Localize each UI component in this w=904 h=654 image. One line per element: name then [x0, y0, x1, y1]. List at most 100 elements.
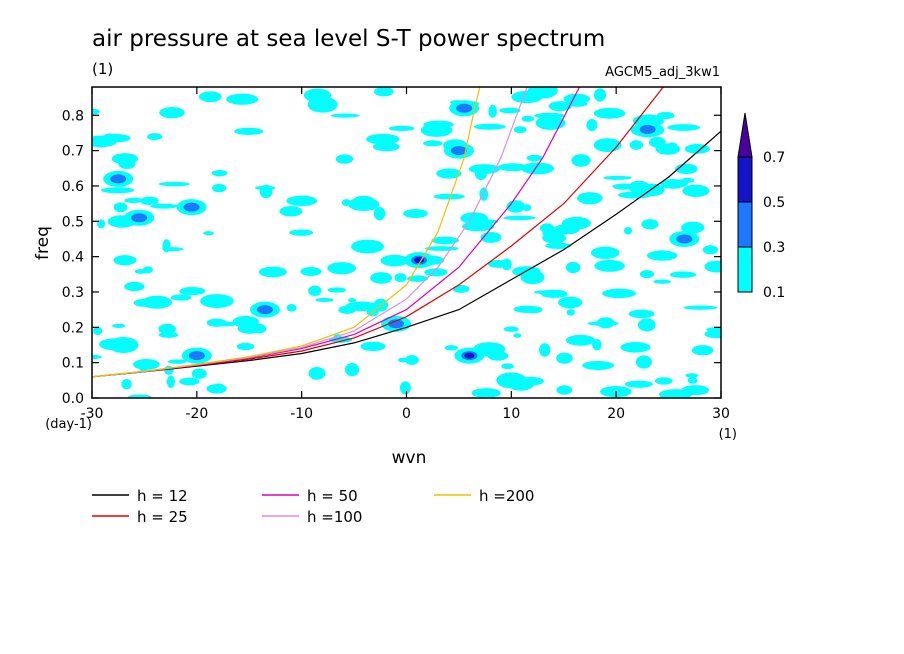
x-tick-label: 20 [607, 406, 625, 422]
chart-title: air pressure at sea level S-T power spec… [92, 26, 605, 52]
contour-patch [308, 285, 322, 297]
contour-patch [676, 179, 689, 187]
contour-patch [654, 377, 673, 385]
contour-patch [635, 355, 652, 369]
contour-blob [108, 336, 139, 353]
contour-patch [226, 93, 259, 105]
contour-patch [637, 318, 656, 332]
contour-patch [140, 196, 159, 206]
contour-blob-core [639, 124, 656, 134]
contour-patch [594, 259, 625, 272]
contour-patch [648, 136, 666, 148]
y-tick-label: 0.4 [62, 250, 84, 266]
contour-blob-core [131, 213, 148, 223]
contour-patch [308, 366, 326, 380]
contour-patch [539, 343, 551, 357]
contour-patch [348, 197, 380, 211]
contour-patch [121, 379, 132, 390]
contour-patch [398, 357, 408, 363]
colorbar: 0.1 0.3 0.5 0.7 [737, 112, 785, 301]
legend-label: h =100 [307, 508, 362, 526]
contour-patch [556, 352, 573, 364]
contour-blob-peak [464, 352, 475, 359]
y-unit-label: (day-1) [45, 417, 92, 432]
x-axis: -30 -20 -10 0 10 20 30 [81, 87, 730, 422]
contour-patch [436, 168, 462, 179]
contour-patch [92, 354, 102, 360]
contour-blob [307, 96, 338, 113]
contour-patch [503, 326, 519, 332]
contour-patch [300, 266, 322, 276]
contour-patch [487, 259, 510, 268]
contour-patch [351, 239, 384, 254]
contour-patch [683, 305, 718, 310]
colorbar-label: 0.5 [763, 195, 785, 211]
contour-patch [497, 163, 528, 172]
contour-patch [403, 208, 428, 219]
contour-patch [681, 221, 705, 234]
contour-patch [629, 140, 644, 150]
x-axis-title: wvn [392, 448, 427, 468]
contour-blob-core [110, 174, 127, 184]
contour-patch [93, 326, 103, 336]
contour-patch [590, 246, 620, 259]
x-tick-label: -10 [290, 406, 313, 422]
colorbar-overflow-arrow [737, 112, 753, 158]
contour-patch [602, 288, 636, 299]
contour-patch [162, 247, 184, 252]
contour-patch [513, 333, 522, 338]
contour-patch [338, 305, 356, 314]
contour-patch [113, 255, 137, 266]
contour-patch [533, 290, 565, 295]
x-unit-label: (1) [719, 427, 737, 442]
contour-patch [370, 272, 393, 284]
contour-patch [534, 112, 565, 119]
contour-patch [521, 115, 535, 122]
contour-blob-core [676, 234, 693, 244]
contour-patch [360, 341, 386, 351]
contour-patch [520, 270, 545, 285]
contour-patch [702, 245, 719, 255]
x-tick-label: 0 [402, 406, 411, 422]
contour-blob-core [450, 146, 467, 156]
contour-blob-core [188, 351, 205, 361]
legend-label: h =200 [479, 487, 534, 505]
contour-patch [656, 111, 675, 120]
contour-patch [646, 250, 678, 261]
contour-patch [473, 123, 506, 130]
contour-patch [405, 354, 419, 366]
contour-patch [513, 126, 527, 134]
contour-patch [587, 321, 620, 326]
contour-patch [526, 154, 543, 162]
contour-blob [496, 372, 527, 389]
contour-patch [561, 216, 591, 230]
contour-patch [159, 107, 185, 119]
contour-patch [211, 169, 228, 177]
contour-patch [577, 192, 603, 205]
contour-patch [691, 345, 714, 356]
contour-patch [388, 125, 415, 131]
contour-patch [501, 363, 514, 370]
contour-patch [203, 231, 214, 236]
contour-patch [643, 220, 656, 229]
contour-patch [566, 309, 575, 316]
contour-patch [488, 104, 497, 118]
contour-patch [452, 285, 470, 293]
contour-patch [556, 385, 573, 395]
contour-patch [669, 271, 697, 278]
curve-h12 [92, 130, 721, 378]
legend-label: h = 12 [137, 487, 188, 505]
contour-patch [150, 203, 178, 209]
contour-patch [474, 167, 488, 181]
contour-patch [258, 266, 287, 278]
contour-patch [200, 294, 234, 309]
run-label: AGCM5_adj_3kw1 [605, 65, 720, 80]
colorbar-segment [737, 201, 753, 248]
contour-patch [535, 115, 566, 130]
contour-patch [330, 113, 360, 118]
contour-patch [704, 260, 721, 273]
contour-patch [407, 275, 429, 282]
contour-patch [594, 88, 606, 102]
contour-patch [133, 298, 158, 307]
